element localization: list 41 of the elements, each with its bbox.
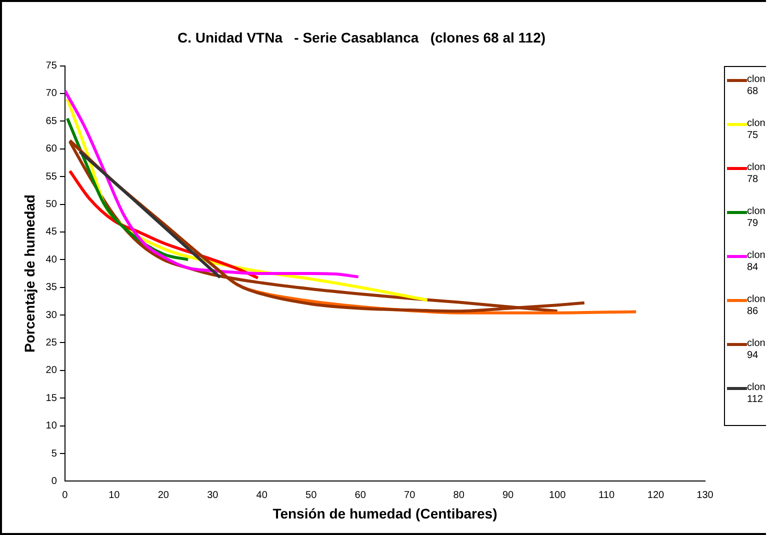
- y-tick-label: 30: [46, 310, 58, 321]
- x-tick-label: 100: [548, 490, 566, 501]
- x-tick-label: 70: [404, 490, 416, 501]
- y-tick-label: 50: [46, 199, 58, 210]
- chart-title: C. Unidad VTNa - Serie Casablanca (clones 68 al 112): [177, 29, 546, 46]
- y-axis-title: Porcentaje de humedad: [21, 194, 38, 352]
- legend-label: clon 68: [747, 74, 766, 98]
- y-tick-label: 40: [46, 254, 58, 266]
- y-tick-label: 10: [46, 420, 58, 432]
- legend-label: clon 79: [747, 206, 766, 230]
- y-tick-label: 25: [46, 337, 58, 348]
- y-tick-label: 60: [46, 144, 58, 155]
- y-tick-label: 55: [46, 171, 58, 182]
- legend-label: clon 86: [747, 294, 766, 318]
- x-tick-label: 20: [158, 490, 170, 501]
- y-tick-label: 0: [51, 476, 58, 487]
- y-tick-label: 5: [51, 448, 58, 460]
- y-tick-label: 75: [46, 60, 58, 72]
- x-tick-label: 40: [256, 490, 268, 501]
- x-tick-label: 90: [502, 490, 514, 501]
- x-tick-label: 0: [62, 490, 68, 501]
- legend-label: clon 78: [747, 162, 766, 186]
- x-tick-label: 50: [306, 490, 318, 501]
- y-tick-label: 15: [46, 392, 58, 404]
- y-tick-label: 20: [46, 365, 58, 376]
- legend-label: clon 112: [747, 382, 766, 406]
- x-tick-label: 30: [207, 490, 219, 501]
- y-tick-label: 35: [46, 282, 58, 294]
- y-tick-label: 45: [46, 226, 58, 238]
- legend-label: clon 94: [747, 338, 766, 362]
- x-tick-label: 110: [598, 490, 615, 501]
- x-tick-label: 10: [108, 490, 120, 501]
- x-tick-label: 120: [647, 490, 665, 501]
- y-tick-label: 65: [46, 116, 58, 127]
- legend-label: clon 84: [747, 250, 766, 274]
- x-tick-label: 60: [354, 490, 366, 501]
- x-axis-title: Tensión de humedad (Centibares): [272, 505, 498, 522]
- x-tick-label: 80: [453, 490, 465, 501]
- legend-label: clon 75: [747, 118, 766, 142]
- y-tick-label: 70: [46, 88, 58, 100]
- x-tick-label: 130: [696, 490, 714, 501]
